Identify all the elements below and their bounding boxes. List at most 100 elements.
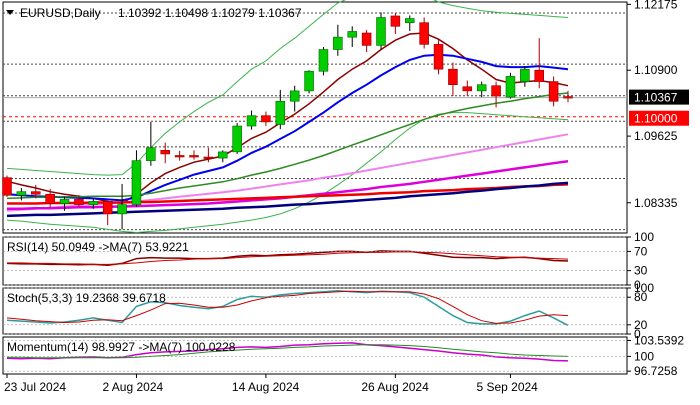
- rsi-tick-label: 0: [634, 278, 641, 292]
- candle: [361, 29, 372, 53]
- momentum-panel: [2, 336, 628, 375]
- candle: [232, 122, 242, 154]
- price-panel: [2, 1, 628, 234]
- momentum-series-2: [7, 344, 569, 359]
- candle-body: [232, 125, 242, 153]
- candle: [16, 188, 27, 201]
- candle-body: [448, 68, 458, 85]
- candle-body: [146, 147, 156, 161]
- x-tick-label: 2 Aug 2024: [102, 380, 163, 394]
- momentum-tick-label: 96.7258: [634, 364, 678, 378]
- level-badge: [629, 110, 689, 126]
- candle-body: [74, 199, 84, 205]
- rsi-header: RSI(14) 50.0949 ->MA(7) 53.9221: [7, 240, 189, 254]
- rsi-tick-label: 100: [634, 230, 654, 244]
- candle: [333, 24, 343, 56]
- candle: [491, 81, 501, 108]
- candle: [462, 80, 473, 97]
- candle-body: [88, 201, 99, 205]
- price-tick-label: 1.10900: [634, 63, 678, 77]
- candle-body: [491, 85, 501, 97]
- stoch-tick-label: 100: [634, 281, 654, 295]
- candle: [31, 184, 41, 199]
- candle: [146, 121, 156, 166]
- candle: [304, 70, 314, 94]
- candle: [520, 66, 530, 87]
- ohlc-header: 1.10392 1.10498 1.10279 1.10367: [118, 6, 302, 20]
- candle: [275, 89, 286, 130]
- candle-body: [505, 76, 516, 98]
- candle: [218, 150, 228, 163]
- momentum-header: Momentum(14) 98.9927 ->MA(7) 100.0228: [7, 340, 236, 354]
- candle: [203, 147, 214, 163]
- moving-average-2: [6, 53, 569, 202]
- candle-body: [59, 199, 70, 204]
- candle: [548, 76, 559, 107]
- candle-body: [520, 68, 530, 82]
- candle-body: [131, 160, 142, 205]
- candle: [534, 38, 544, 89]
- candle-body: [45, 193, 55, 204]
- candle: [131, 150, 142, 207]
- candle-body: [174, 155, 185, 158]
- candle: [563, 90, 573, 103]
- candle-body: [246, 115, 257, 127]
- candle: [2, 175, 12, 197]
- moving-average-3: [6, 92, 569, 200]
- candle-body: [16, 191, 27, 196]
- candle: [390, 13, 401, 35]
- candle: [59, 196, 70, 211]
- candle-body: [160, 150, 170, 155]
- x-tick-label: 26 Aug 2024: [361, 380, 429, 394]
- candle-body: [462, 86, 473, 92]
- x-tick-label: 5 Sep 2024: [476, 380, 538, 394]
- candle: [376, 12, 386, 50]
- price-tick-label: 1.12175: [634, 0, 678, 11]
- price-tick-label: 1.09625: [634, 129, 678, 143]
- candle-body: [476, 84, 487, 92]
- moving-average-6: [7, 183, 569, 205]
- stoch-header: Stoch(5,3,3) 19.2368 39.6718: [7, 291, 166, 305]
- candle: [246, 110, 257, 130]
- candle-body: [189, 155, 199, 158]
- rsi-tick-label: 30: [634, 264, 648, 278]
- candle-body: [117, 204, 127, 215]
- candle: [45, 189, 55, 208]
- moving-average-4: [6, 133, 569, 212]
- candle-body: [275, 100, 286, 125]
- candle-body: [261, 115, 271, 123]
- x-tick-label: 14 Aug 2024: [232, 380, 300, 394]
- price-tick-label: 1.08335: [634, 196, 678, 210]
- stoch-tick-label: 80: [634, 290, 648, 304]
- candle: [448, 62, 458, 97]
- moving-average-1: [6, 32, 569, 205]
- candle-body: [534, 69, 544, 82]
- current-price-label: 1.10367: [634, 91, 678, 105]
- momentum-tick-label: 103.5392: [634, 333, 684, 347]
- candle-body: [2, 177, 12, 196]
- rsi-series-2: [7, 251, 569, 265]
- candle: [347, 26, 357, 47]
- candle-body: [318, 49, 329, 72]
- candle-body: [563, 96, 573, 99]
- candle: [419, 17, 429, 49]
- candle: [117, 183, 127, 230]
- current-price-badge: [629, 89, 689, 105]
- moving-average-7: [6, 181, 569, 218]
- candle-body: [419, 22, 429, 45]
- stoch-series-1: [6, 290, 569, 326]
- candle-body: [304, 70, 314, 92]
- candle: [88, 198, 99, 209]
- candle-body: [405, 18, 415, 23]
- candle: [405, 15, 415, 31]
- candle-body: [289, 90, 300, 102]
- bollinger-upper: [6, 0, 569, 176]
- candle: [74, 195, 84, 207]
- candle: [174, 150, 185, 161]
- candle-body: [347, 31, 357, 38]
- candle-body: [376, 17, 386, 46]
- candle-body: [390, 15, 401, 27]
- candle-body: [433, 44, 444, 70]
